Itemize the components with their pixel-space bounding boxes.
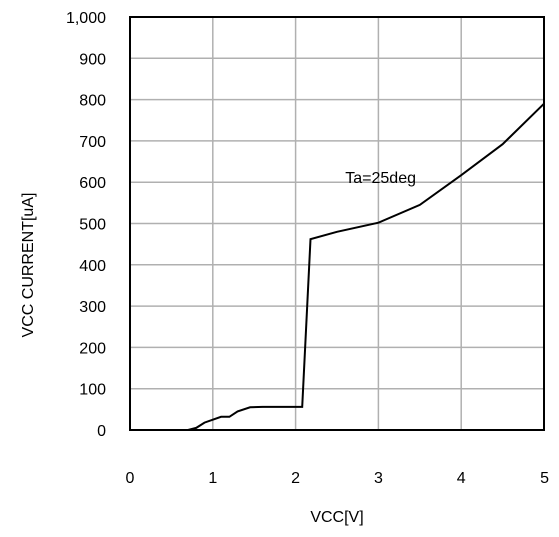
x-tick-labels: 0 1 2 3 4 5 [126,470,550,487]
plot-border [129,16,545,431]
y-tick-label: 200 [79,340,106,357]
y-tick-label: 500 [79,217,106,234]
y-axis-title: VCC CURRENT[uA] [20,193,37,338]
plot-frame [129,16,545,431]
annotation-label: Ta=25deg [345,170,416,187]
annotation-layer: Ta=25deg [345,170,416,187]
x-tick-label: 1 [208,470,217,487]
y-tick-label: 800 [79,93,106,110]
y-tick-labels: 0 100 200 300 400 500 600 700 800 900 1,000 [66,10,106,440]
series-layer [130,102,545,431]
x-tick-label: 2 [291,470,300,487]
y-tick-label: 900 [79,51,106,68]
y-tick-label: 100 [79,382,106,399]
y-tick-label: 0 [97,423,106,440]
x-axis-title: VCC[V] [310,509,363,526]
series-line [130,102,545,431]
y-tick-label: 1,000 [66,10,106,27]
x-tick-label: 5 [540,470,549,487]
x-tick-label: 3 [374,470,383,487]
y-tick-label: 400 [79,258,106,275]
x-tick-label: 4 [457,470,466,487]
y-tick-label: 700 [79,134,106,151]
x-tick-label: 0 [126,470,135,487]
y-tick-label: 600 [79,175,106,192]
y-tick-label: 300 [79,299,106,316]
grid-layer [130,17,544,430]
